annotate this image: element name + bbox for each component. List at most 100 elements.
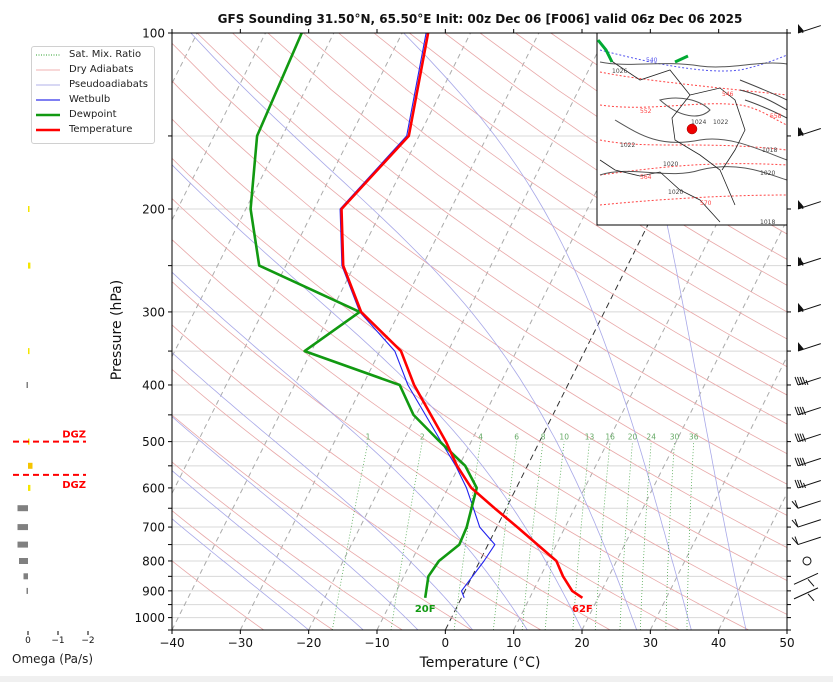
map-isobar-tight: [739, 79, 787, 119]
barb-full-flag: [794, 376, 799, 386]
barb-shaft: [797, 519, 821, 528]
legend-item-pseudoadiabats: Pseudoadiabats: [32, 77, 154, 92]
x-tick-label: 10: [506, 636, 521, 650]
isotherm-line: [513, 82, 787, 630]
map-label: 540: [646, 57, 658, 64]
map-contour-red-4: [599, 163, 787, 176]
barb-shaft: [797, 201, 821, 210]
pseudoadiabat-line: [617, 33, 747, 630]
legend-swatch: [36, 113, 60, 116]
barb-full-flag: [799, 479, 804, 489]
barb-half-flag: [803, 482, 806, 489]
barb-full-flag: [799, 376, 804, 386]
mixing-ratio-label: 36: [689, 433, 699, 442]
wind-barb: [797, 126, 821, 137]
omega-tick-label: −1: [51, 636, 64, 646]
dry-adiabat-line: [302, 33, 787, 368]
omega-bar: [23, 573, 28, 580]
pseudoadiabat-line: [172, 470, 364, 630]
dry-adiabat-line: [373, 33, 787, 313]
dry-adiabat-line: [172, 42, 787, 485]
legend-label: Sat. Mix. Ratio: [69, 49, 142, 60]
barb-shaft: [797, 433, 821, 443]
map-label: 564: [640, 174, 652, 181]
x-tick-label: −40: [159, 636, 184, 650]
y-tick-label: 100: [142, 27, 165, 41]
map-label: 1018: [762, 147, 777, 154]
wind-barb: [797, 256, 821, 267]
isotherm-line: [172, 33, 335, 358]
wind-barb: [794, 479, 821, 489]
wind-barb: [791, 536, 821, 546]
pseudoadiabat-line: [172, 416, 419, 630]
mixing-ratio-line: [331, 441, 369, 630]
mixing-ratio-line: [594, 441, 611, 630]
chart-legend: Sat. Mix. Ratio Dry Adiabats Pseudoadiab…: [31, 46, 155, 144]
mixing-ratio-labels: 1 2 4 6 8 10 13 16 20 24 30 36: [366, 433, 699, 442]
omega-bar: [28, 348, 30, 355]
map-isobar-3: [599, 166, 787, 181]
wind-barb: [797, 24, 821, 34]
omega-bar: [28, 484, 31, 491]
barb-pennant: [798, 342, 804, 352]
isotherm-line: [172, 33, 403, 495]
omega-bar: [26, 382, 28, 388]
mixing-ratio-line: [492, 441, 517, 630]
inset-map: 1026 1024 1022 1022 1020 1020 1020 1018 …: [596, 32, 788, 226]
barb-shaft: [797, 257, 821, 267]
isotherm-line: [172, 33, 471, 630]
legend-item-dry-adiabats: Dry Adiabats: [32, 62, 154, 77]
dry-adiabat-line: [196, 33, 787, 455]
dry-adiabat-line: [172, 324, 611, 630]
wind-barb: [794, 376, 821, 386]
y-tick-label: 800: [142, 554, 165, 568]
barb-full-flag: [799, 127, 804, 137]
y-tick-label: 600: [142, 481, 165, 495]
barb-full-flag: [802, 433, 806, 442]
barb-half-flag: [800, 203, 804, 210]
barb-half-flag: [807, 579, 815, 587]
mixing-ratio-line: [390, 441, 423, 630]
map-borders: [609, 59, 746, 206]
mixing-ratio-label: 1: [366, 433, 371, 442]
dry-adiabat-line: [172, 118, 787, 549]
pseudoadiabat-line: [172, 164, 583, 630]
chart-title: GFS Sounding 31.50°N, 65.50°E Init: 00z …: [218, 12, 743, 26]
barb-shaft: [797, 304, 821, 313]
dry-adiabat-line: [172, 157, 787, 581]
wind-barb: [794, 433, 821, 443]
mixing-ratio-label: 2: [420, 433, 425, 442]
legend-label: Dry Adiabats: [69, 64, 134, 75]
barb-full-flag: [791, 519, 799, 528]
map-label: 552: [640, 108, 652, 115]
isotherm-zero-line: [444, 33, 745, 630]
barb-half-flag: [807, 593, 815, 602]
legend-label: Temperature: [69, 124, 133, 135]
dewpoint-line: [249, 33, 479, 598]
omega-bar: [17, 505, 28, 512]
omega-bar: [28, 206, 30, 212]
map-isobar-1: [599, 61, 787, 68]
barb-full-flag: [802, 457, 806, 467]
axes-layer: 20F 62F−40 −30 −20 −10 0 10 20 30 40 5010020030040…: [134, 27, 794, 651]
barb-full-flag: [799, 257, 804, 266]
omega-bar: [26, 587, 28, 594]
dry-adiabat-line: [232, 33, 787, 425]
map-label: 546: [722, 91, 734, 98]
barb-full-flag: [799, 406, 804, 416]
isotherm-line: [649, 355, 787, 630]
dry-adiabat-line: [172, 239, 749, 630]
omega-bar: [17, 541, 28, 548]
calm-circle: [802, 556, 812, 566]
dry-adiabat-line: [338, 33, 787, 340]
x-tick-label: 20: [574, 636, 589, 650]
dry-adiabat-line: [172, 197, 787, 615]
barb-shaft: [797, 25, 821, 34]
dry-adiabat-line: [172, 368, 542, 630]
legend-item-wetbulb: Wetbulb: [32, 92, 154, 107]
map-label: 1020: [663, 161, 678, 168]
y-tick-label: 200: [142, 202, 165, 216]
barb-full-flag: [794, 457, 799, 467]
map-contour-540: [599, 49, 787, 72]
